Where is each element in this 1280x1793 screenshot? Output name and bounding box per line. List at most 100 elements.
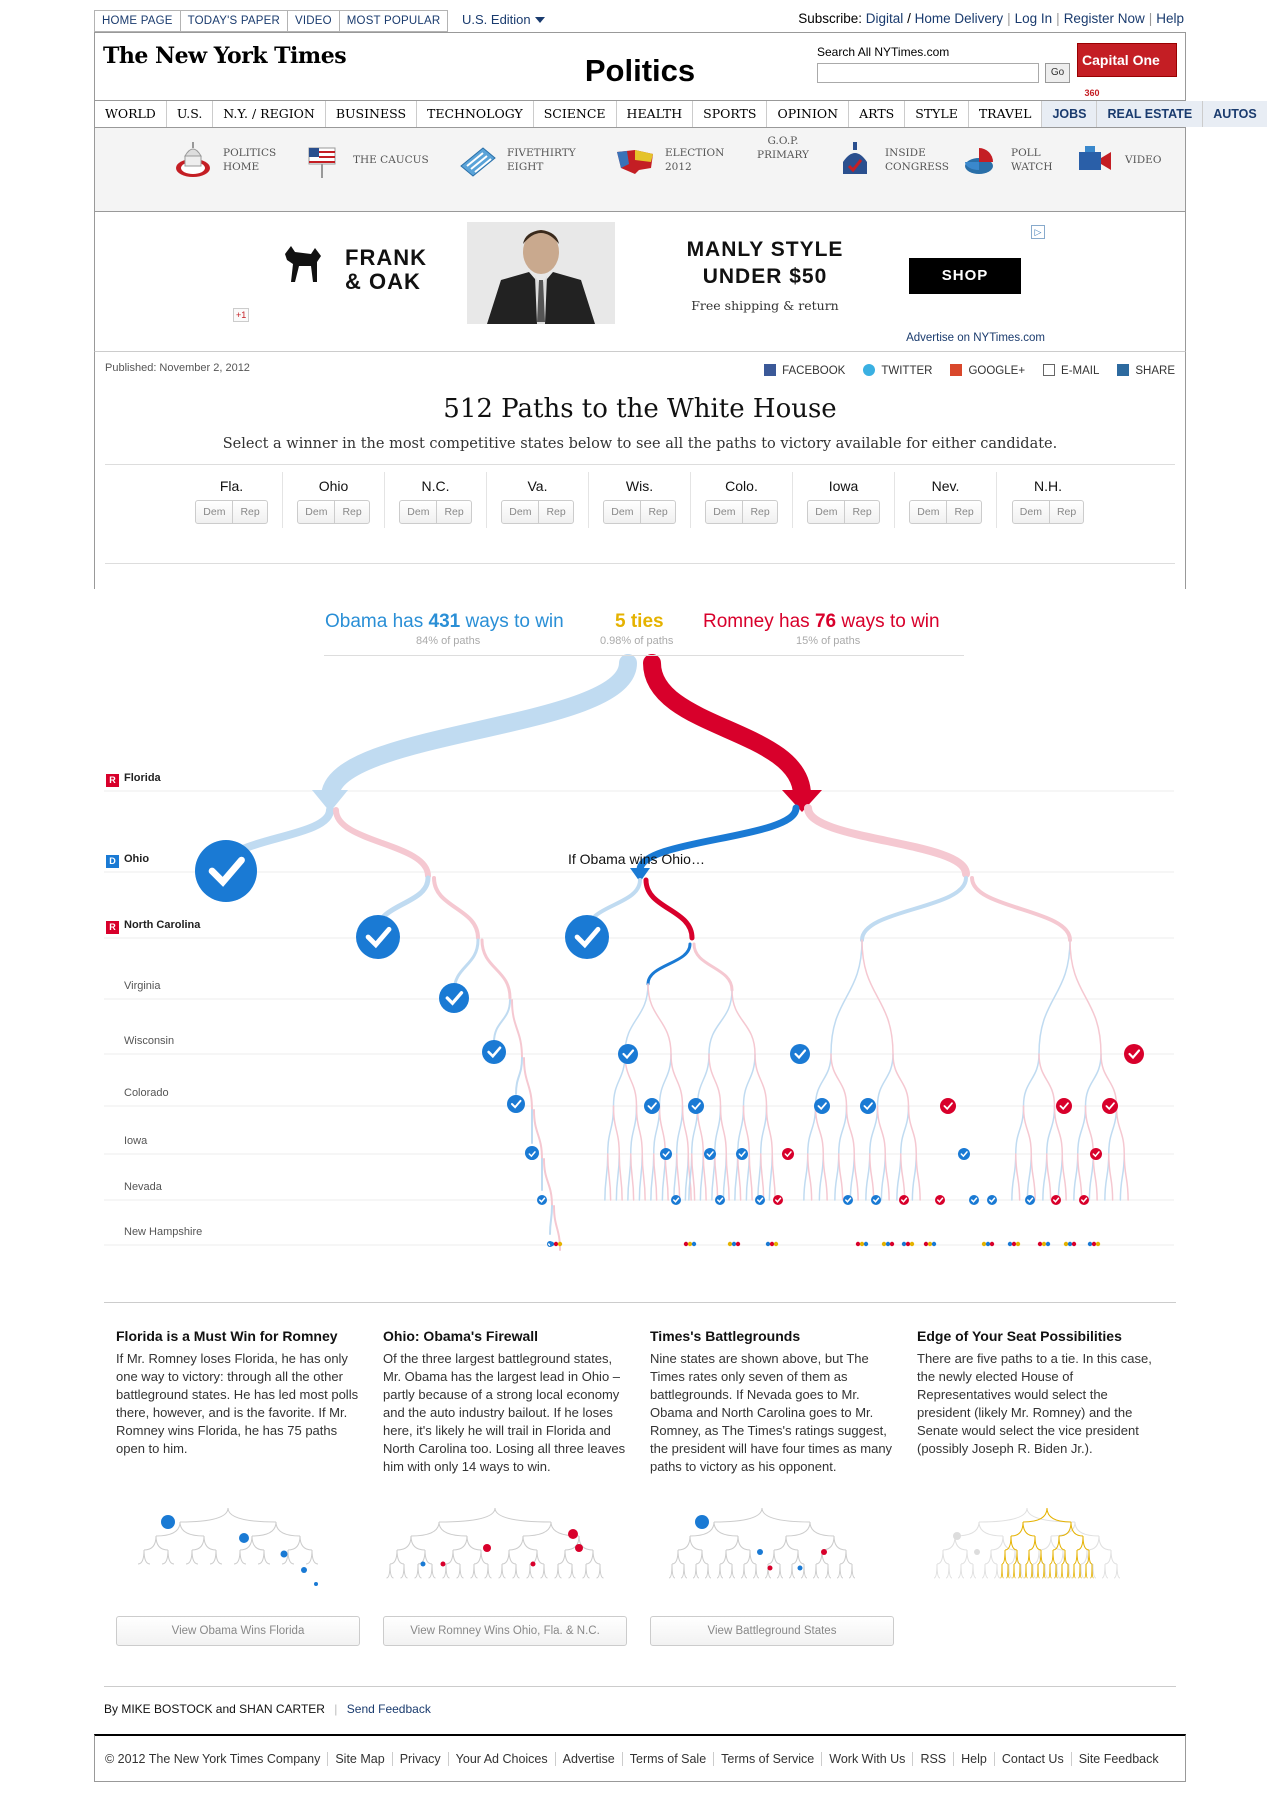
subscribe-digital-link[interactable]: Digital [865,11,904,26]
footer-link-5[interactable]: Terms of Sale [621,1751,713,1766]
subnav-politics-home[interactable]: POLITICS HOME [173,140,276,180]
advertise-link[interactable]: Advertise on NYTimes.com [906,332,1045,344]
dem-button[interactable]: Dem [611,506,634,518]
row-label-north-carolina[interactable]: R North Carolina [106,919,200,934]
obama-ways-to-win[interactable]: Obama has 431 ways to win [325,611,564,633]
row-label-colorado[interactable]: Colorado [124,1087,169,1099]
row-label-ohio[interactable]: D Ohio [106,853,149,868]
secnav-business[interactable]: BUSINESS [326,101,418,127]
secnav-ny-region[interactable]: N.Y. / REGION [213,101,326,127]
dem-button[interactable]: Dem [917,506,940,518]
rep-button[interactable]: Rep [334,501,368,523]
secnav-arts[interactable]: ARTS [849,101,906,127]
nav-home-page[interactable]: HOME PAGE [94,10,181,32]
rep-button[interactable]: Rep [742,501,776,523]
register-link[interactable]: Register Now [1063,11,1145,26]
ties-count[interactable]: 5 ties [615,611,664,633]
rep-button[interactable]: Rep [538,501,572,523]
footer-link-9[interactable]: Help [953,1751,994,1766]
footer-link-3[interactable]: Your Ad Choices [447,1751,555,1766]
subnav-fivethirtyeight[interactable]: FIVETHIRTY EIGHT [457,140,576,180]
login-link[interactable]: Log In [1014,11,1053,26]
secnav-technology[interactable]: TECHNOLOGY [417,101,534,127]
section-title[interactable]: Politics [584,53,696,88]
send-feedback-link[interactable]: Send Feedback [346,1702,431,1716]
row-label-virginia[interactable]: Virginia [124,980,161,992]
search-input[interactable] [817,63,1039,83]
secnav-world[interactable]: WORLD [95,101,167,127]
footer-link-11[interactable]: Site Feedback [1070,1751,1166,1766]
rep-button[interactable]: Rep [640,501,674,523]
nav-most-popular[interactable]: MOST POPULAR [338,10,449,32]
ad-choices-icon[interactable]: ▷ [1031,225,1045,239]
dem-button[interactable]: Dem [407,506,430,518]
footer-link-2[interactable]: Privacy [391,1751,448,1766]
ad-brand-name[interactable]: FRANK & OAK [345,245,427,294]
view-scenario-button[interactable]: View Obama Wins Florida [116,1616,360,1646]
dem-button[interactable]: Dem [815,506,838,518]
search-go-button[interactable]: Go [1045,63,1070,83]
rep-button[interactable]: Rep [1048,501,1083,523]
secnav-health[interactable]: HEALTH [617,101,694,127]
mini-tree-thumbnail[interactable] [383,1500,627,1618]
view-scenario-button[interactable]: View Battleground States [650,1616,894,1646]
footer-link-7[interactable]: Work With Us [821,1751,912,1766]
footer-link-1[interactable]: Site Map [327,1751,391,1766]
dem-button[interactable]: Dem [203,506,226,518]
ad-shop-button[interactable]: SHOP [909,258,1021,294]
subnav-inside-congress[interactable]: INSIDE CONGRESS [835,140,949,180]
share-email[interactable]: E-MAIL [1043,364,1099,377]
ad-model-photo[interactable] [467,222,615,324]
secnav-opinion[interactable]: OPINION [767,101,850,127]
google-plus-one-button[interactable]: +1 [233,308,250,322]
mini-tree-thumbnail[interactable] [116,1500,360,1618]
share-more[interactable]: SHARE [1117,364,1175,377]
secnav-us[interactable]: U.S. [167,101,214,127]
mini-tree-thumbnail[interactable] [650,1500,894,1618]
row-label-wisconsin[interactable]: Wisconsin [124,1035,174,1047]
footer-link-8[interactable]: RSS [912,1751,953,1766]
rep-button[interactable]: Rep [436,501,470,523]
secnav-sports[interactable]: SPORTS [693,101,768,127]
share-twitter[interactable]: TWITTER [863,364,932,377]
view-scenario-button[interactable]: View Romney Wins Ohio, Fla. & N.C. [383,1616,627,1646]
dem-button[interactable]: Dem [713,506,736,518]
subnav-poll-watch[interactable]: POLL WATCH [961,140,1052,180]
subnav-election-2012[interactable]: ELECTION 2012 [615,140,724,180]
subnav-gop-primary[interactable]: G.O.P. PRIMARY [757,134,809,162]
romney-ways-to-win[interactable]: Romney has 76 ways to win [703,611,940,633]
edition-selector[interactable]: U.S. Edition [462,12,545,27]
secnav-jobs[interactable]: JOBS [1042,101,1098,127]
row-label-iowa[interactable]: Iowa [124,1135,147,1147]
capital-one-ad[interactable]: Capital One 360 [1077,43,1177,102]
subnav-label: ELECTION 2012 [665,147,725,173]
subnav-the-caucus[interactable]: THE CAUCUS [303,140,429,180]
help-link[interactable]: Help [1156,11,1184,26]
subscribe-home-delivery-link[interactable]: Home Delivery [914,11,1004,26]
share-facebook[interactable]: FACEBOOK [764,364,845,377]
secnav-science[interactable]: SCIENCE [534,101,617,127]
nav-todays-paper[interactable]: TODAY'S PAPER [179,10,288,32]
dem-button[interactable]: Dem [305,506,328,518]
dem-button[interactable]: Dem [509,506,532,518]
rep-button[interactable]: Rep [232,501,266,523]
row-label-new-hampshire[interactable]: New Hampshire [124,1226,202,1238]
ad-headline[interactable]: MANLY STYLE UNDER $50 [686,238,844,288]
secnav-style[interactable]: STYLE [905,101,969,127]
secnav-real-estate[interactable]: REAL ESTATE [1097,101,1204,127]
footer-link-4[interactable]: Advertise [554,1751,622,1766]
rep-button[interactable]: Rep [844,501,878,523]
rep-button[interactable]: Rep [946,501,980,523]
nav-video[interactable]: VIDEO [286,10,340,32]
row-label-nevada[interactable]: Nevada [124,1181,162,1193]
secnav-autos[interactable]: AUTOS [1203,101,1267,127]
mini-tree-thumbnail[interactable] [917,1500,1161,1618]
subnav-video[interactable]: VIDEO [1075,140,1161,180]
row-label-florida[interactable]: R Florida [106,772,161,787]
footer-link-6[interactable]: Terms of Service [713,1751,821,1766]
nyt-logo[interactable]: The New York Times [103,43,347,69]
share-google-plus[interactable]: GOOGLE+ [950,364,1025,377]
secnav-travel[interactable]: TRAVEL [969,101,1043,127]
dem-button[interactable]: Dem [1019,506,1042,518]
footer-link-10[interactable]: Contact Us [993,1751,1071,1766]
